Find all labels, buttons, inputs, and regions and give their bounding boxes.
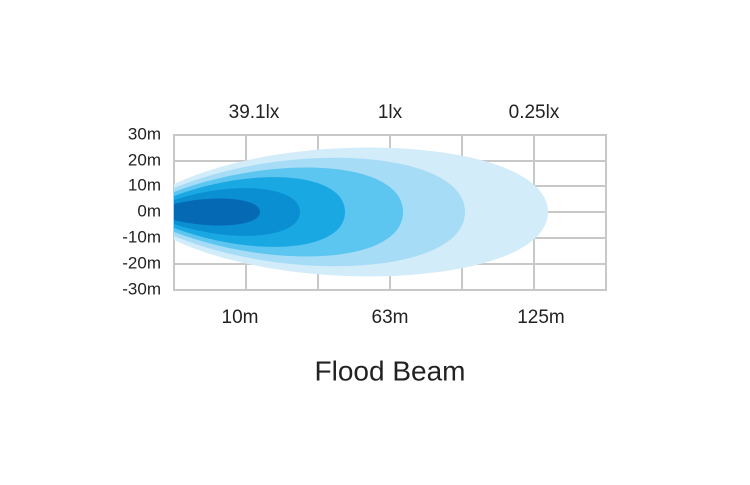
y-label: -30m (122, 279, 161, 298)
distance-label: 125m (517, 307, 565, 328)
distance-label: 63m (372, 307, 409, 328)
lux-label: 1lx (378, 102, 403, 123)
y-label: 0m (137, 201, 161, 220)
lux-label: 0.25lx (509, 102, 560, 123)
lux-label: 39.1lx (229, 102, 280, 123)
y-label: 20m (128, 150, 161, 169)
y-label: 30m (128, 124, 161, 143)
distance-label: 10m (222, 307, 259, 328)
beam-pattern (174, 147, 548, 277)
title: Flood Beam (315, 355, 466, 386)
beam-zone (174, 198, 260, 226)
y-label: -10m (122, 227, 161, 246)
y-label: 10m (128, 175, 161, 194)
y-label: -20m (122, 253, 161, 272)
